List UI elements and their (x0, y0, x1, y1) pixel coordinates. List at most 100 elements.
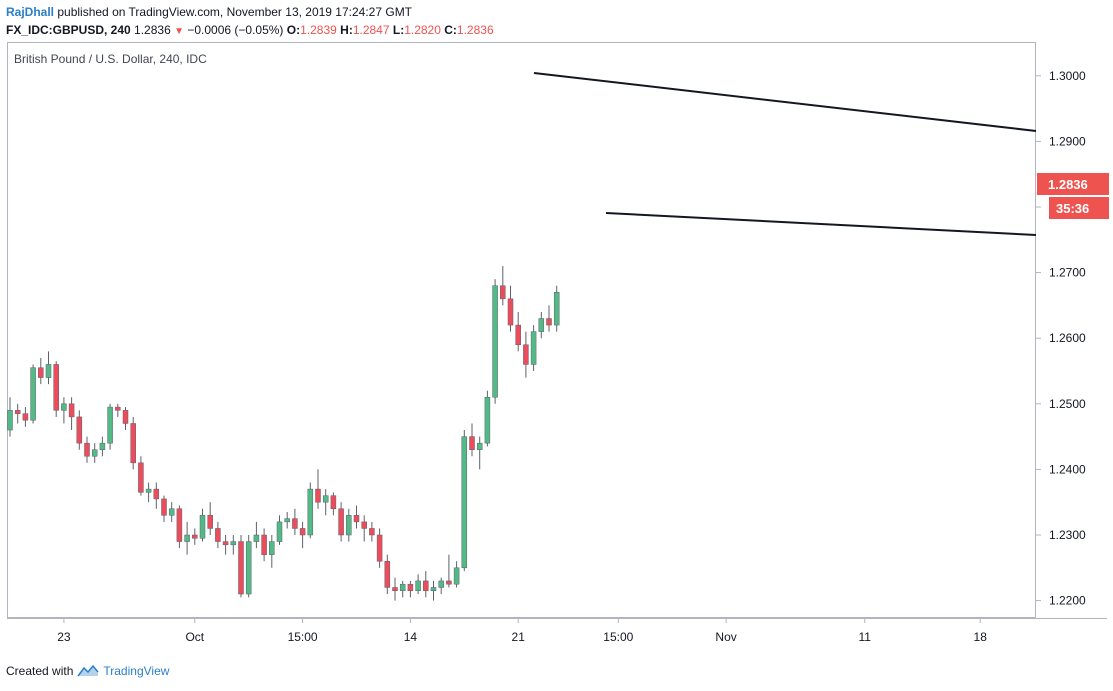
y-tick-label: 1.2600 (1049, 331, 1086, 345)
candle (384, 554, 391, 595)
candle-down-body (153, 488, 160, 500)
candle (192, 528, 198, 545)
candle (292, 508, 298, 535)
chart-pane[interactable] (7, 42, 1036, 618)
candle-down-body (446, 580, 452, 585)
candle-up-body (530, 331, 537, 365)
candle (507, 285, 514, 332)
x-tick-label: 21 (512, 630, 526, 644)
low-label: L: (392, 23, 405, 37)
candle-up-body (461, 436, 468, 569)
candle-up-body (107, 406, 113, 444)
candle (238, 535, 244, 598)
candle-up-body (415, 580, 421, 592)
time-axis[interactable] (7, 618, 1107, 655)
candle (145, 482, 152, 503)
candle-up-body (269, 541, 275, 555)
candle (122, 407, 129, 431)
candle (76, 410, 83, 450)
down-arrow-icon: ▼ (174, 26, 184, 37)
candle-up-body (30, 367, 36, 421)
price-tag-bg (1037, 173, 1109, 195)
candle (199, 508, 206, 542)
footer-brand[interactable]: TradingView (103, 664, 170, 678)
time-axis-labels: 23 Oct 15:00 14 21 15:00 Nov 11 18 (57, 618, 987, 644)
x-tick-label: 15:00 (603, 630, 633, 644)
candle-up-body (553, 292, 560, 326)
candle (461, 430, 468, 572)
close-label: C: (444, 23, 457, 37)
candle-up-body (284, 518, 290, 523)
candle-up-body (438, 580, 444, 588)
candle (399, 580, 406, 598)
x-tick-label: 18 (974, 630, 988, 644)
candle (523, 331, 529, 378)
candle (7, 397, 13, 437)
candle (330, 492, 337, 516)
candle-down-body (207, 515, 213, 529)
tradingview-logo-icon (77, 664, 99, 677)
y-tick-label: 1.3000 (1049, 69, 1086, 83)
candle-down-body (14, 410, 21, 414)
y-tick-label: 1.2900 (1049, 134, 1086, 148)
candle-down-body (353, 515, 360, 523)
candle-down-body (68, 403, 75, 418)
candles-group (7, 266, 560, 601)
candle-up-body (45, 364, 52, 378)
candle-up-body (476, 442, 483, 450)
candle (45, 351, 52, 385)
candle-down-body (130, 423, 136, 464)
candle-up-body (253, 534, 260, 542)
candle-down-body (161, 498, 167, 516)
candle (207, 502, 213, 535)
candle (91, 443, 98, 463)
candle (553, 285, 560, 332)
candle (361, 515, 367, 542)
y-tick-label: 1.2200 (1049, 594, 1086, 608)
footer: Created with TradingView (6, 664, 169, 678)
price-change: −0.0006 (−0.05%) (187, 23, 284, 37)
publish-text: published on TradingView.com, November 1… (57, 5, 413, 19)
candle-up-body (245, 541, 252, 595)
author-name[interactable]: RajDhall (6, 5, 55, 19)
candle (407, 580, 414, 598)
candle (469, 423, 475, 457)
candle (261, 528, 267, 562)
countdown-label: 35:36 (1056, 201, 1089, 216)
candle-up-body (453, 567, 460, 585)
last-price: 1.2836 (134, 23, 171, 37)
candle (315, 469, 321, 509)
candle (299, 521, 306, 549)
candle-up-body (307, 488, 314, 536)
publish-info: RajDhall published on TradingView.com, N… (6, 5, 412, 19)
x-tick-label: 14 (404, 630, 418, 644)
lower-trendline (605, 212, 1037, 236)
candle-down-body (376, 534, 383, 562)
candle (230, 535, 237, 555)
candle (353, 505, 360, 529)
candle (438, 577, 444, 595)
candle (253, 521, 260, 549)
candle-down-body (507, 298, 514, 326)
y-tick-label: 1.2400 (1049, 462, 1086, 476)
candle-up-body (230, 541, 237, 546)
candle-down-body (469, 436, 475, 450)
candle-up-body (199, 515, 206, 539)
candle (423, 571, 429, 598)
candle-down-body (292, 518, 298, 529)
x-tick-label: 15:00 (288, 630, 318, 644)
candle-up-body (7, 410, 13, 431)
candle (484, 390, 491, 447)
candle-up-body (484, 396, 491, 444)
candle-up-body (145, 488, 152, 493)
candle (392, 577, 398, 601)
candle (476, 436, 483, 470)
candle (14, 403, 21, 424)
candle-down-body (500, 285, 506, 300)
x-tick-label: 11 (858, 630, 871, 644)
x-tick-label: 23 (57, 630, 71, 644)
candle (346, 508, 352, 542)
candle (453, 561, 460, 588)
candle-down-body (138, 462, 144, 493)
